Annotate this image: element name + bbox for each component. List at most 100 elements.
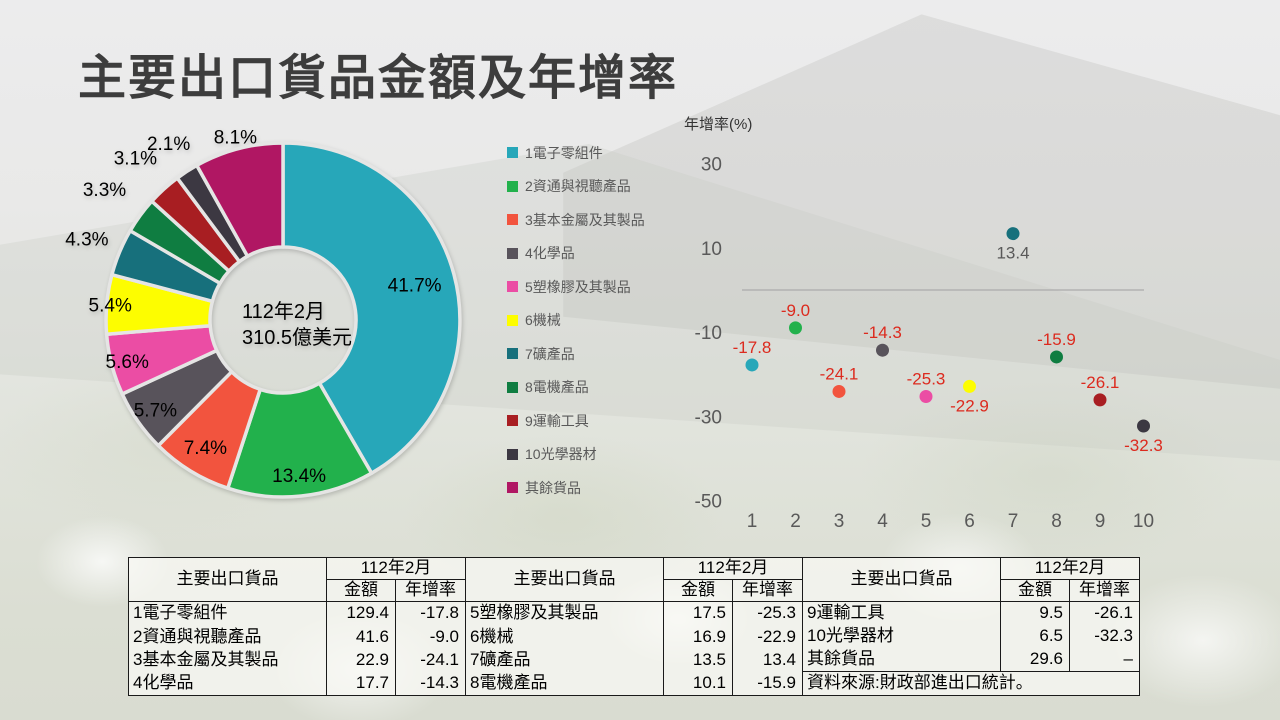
donut-slice-percent-label: 5.7% [134, 400, 177, 421]
scatter-point-label: 13.4 [996, 244, 1029, 263]
table-cell-amount: 29.6 [1000, 648, 1070, 672]
legend-label: 4化學品 [525, 245, 575, 262]
scatter-point-label: -9.0 [781, 301, 810, 320]
legend-item-3: 3基本金屬及其製品 [507, 203, 677, 237]
table-cell-growth: -24.1 [395, 648, 466, 672]
table-header-growth: 年增率 [395, 579, 466, 602]
chart-legend: 1電子零組件 2資通與視聽產品 3基本金屬及其製品 4化學品 5塑橡膠及其製品 6機械 7礦… [507, 136, 677, 505]
legend-swatch-icon [507, 214, 518, 226]
scatter-point-label: -32.3 [1124, 436, 1163, 455]
x-axis-tick: 1 [747, 511, 758, 532]
table-row: 3基本金屬及其製品 22.9 -24.1 [128, 648, 466, 672]
table-header-growth: 年增率 [1069, 579, 1140, 602]
legend-label: 7礦產品 [525, 345, 575, 362]
legend-item-8: 8電機產品 [507, 371, 677, 405]
legend-item-6: 6機械 [507, 304, 677, 338]
y-axis-tick: -30 [695, 407, 722, 428]
donut-slice-percent-label: 8.1% [214, 128, 257, 149]
y-axis-tick: -50 [695, 492, 722, 513]
scatter-chart: 年增率(%) 30 10 -10 -30 -50 1 2 3 4 5 6 7 8 9 10 -17.8 -9.0 -… [684, 116, 1163, 532]
table-cell-product: 7礦產品 [465, 648, 664, 672]
table-header-period: 112年2月 [1000, 557, 1140, 580]
table-cell-amount: 129.4 [326, 601, 396, 626]
x-axis-tick: 8 [1051, 511, 1062, 532]
donut-center-total: 310.5億美元 [242, 326, 352, 349]
table-header-amount: 金額 [326, 579, 396, 602]
scatter-point-3 [832, 384, 846, 398]
table-cell-product: 2資通與視聽產品 [128, 625, 327, 649]
legend-label: 9運輸工具 [525, 412, 589, 429]
legend-swatch-icon [507, 180, 518, 192]
x-axis-tick: 6 [964, 511, 975, 532]
scatter-point-9 [1093, 393, 1107, 407]
table-cell-growth: -15.9 [732, 671, 803, 696]
table-cell-product: 6機械 [465, 625, 664, 649]
table-cell-growth: -9.0 [395, 625, 466, 649]
x-axis-tick: 2 [790, 511, 801, 532]
data-tables: 主要出口貨品 112年2月 金額 年增率 1電子零組件 129.4 -17.8 2資通與視聽產… [128, 557, 1140, 696]
donut-slice-percent-label: 3.3% [83, 180, 126, 201]
legend-item-2: 2資通與視聽產品 [507, 170, 677, 204]
scatter-point-8 [1050, 350, 1063, 364]
table-row: 4化學品 17.7 -14.3 [128, 671, 466, 696]
table-row: 10光學器材 6.5 -32.3 [802, 625, 1140, 648]
legend-item-11: 其餘貨品 [507, 471, 677, 505]
scatter-point-5 [919, 390, 933, 404]
table-cell-product: 4化學品 [128, 671, 327, 696]
scatter-point-10 [1137, 419, 1150, 433]
y-axis-tick: 10 [701, 239, 722, 260]
legend-swatch-icon [507, 247, 518, 259]
scatter-point-label: -26.1 [1081, 373, 1120, 392]
legend-item-10: 10光學器材 [507, 438, 677, 472]
legend-label: 其餘貨品 [525, 479, 581, 496]
table-cell-amount: 22.9 [326, 648, 396, 672]
table-header-amount: 金額 [663, 579, 733, 602]
table-row: 其餘貨品 29.6– [802, 648, 1140, 672]
scatter-point-2 [789, 321, 802, 335]
table-row: 8電機產品 10.1 -15.9 [465, 671, 803, 696]
x-axis-tick: 10 [1133, 511, 1154, 532]
export-table-2: 主要出口貨品 112年2月 金額 年增率 5塑橡膠及其製品 17.5 -25.3 6機械 16.… [465, 557, 803, 696]
scatter-point-label: -25.3 [907, 370, 946, 389]
table-row: 6機械 16.9 -22.9 [465, 625, 803, 649]
scatter-point-label: -17.8 [733, 338, 772, 357]
x-axis-tick: 5 [921, 511, 932, 532]
y-axis-tick: -10 [695, 323, 722, 344]
y-axis-title: 年增率(%) [684, 116, 752, 133]
slide-title: 主要出口貨品金額及年增率 [78, 52, 679, 105]
x-axis-tick: 7 [1008, 511, 1019, 532]
donut-chart: 41.7% 13.4% 7.4% 5.7% 5.6% 5.4% 4.3% 3.3% 3.1%2.… [65, 128, 462, 499]
table-cell-growth: -22.9 [732, 625, 803, 649]
legend-swatch-icon [507, 381, 518, 393]
scatter-point-label: -22.9 [950, 396, 989, 415]
legend-label: 2資通與視聽產品 [525, 178, 631, 195]
table-cell-product: 3基本金屬及其製品 [128, 648, 327, 672]
table-cell-amount: 16.9 [663, 625, 733, 649]
table-header-period: 112年2月 [663, 557, 803, 580]
scatter-point-label: -14.3 [863, 323, 902, 342]
export-table-1: 主要出口貨品 112年2月 金額 年增率 1電子零組件 129.4 -17.8 2資通與視聽產… [128, 557, 466, 696]
legend-label: 5塑橡膠及其製品 [525, 278, 631, 295]
table-cell-growth: -17.8 [395, 601, 466, 626]
legend-label: 10光學器材 [525, 446, 597, 463]
donut-slice-percent-label: 2.1% [147, 134, 190, 155]
legend-swatch-icon [507, 147, 518, 159]
legend-label: 6機械 [525, 312, 561, 329]
table-row: 2資通與視聽產品 41.6 -9.0 [128, 625, 466, 649]
legend-swatch-icon [507, 448, 518, 460]
legend-swatch-icon [507, 281, 518, 293]
table-cell-amount: 6.5 [1000, 625, 1070, 648]
donut-slice-2 [226, 381, 374, 499]
donut-slice-percent-label: 5.6% [106, 352, 149, 373]
legend-item-7: 7礦產品 [507, 337, 677, 371]
legend-swatch-icon [507, 482, 518, 494]
donut-slice-percent-label: 3.1% [114, 149, 157, 170]
table-header-period: 112年2月 [326, 557, 466, 580]
scatter-point-6 [963, 379, 976, 393]
donut-slice-percent-label: 41.7% [388, 276, 442, 297]
table-cell-amount: 17.5 [663, 601, 733, 626]
table-cell-product: 其餘貨品 [802, 648, 1001, 672]
donut-slice-percent-label: 13.4% [272, 466, 326, 487]
table-cell-growth: -25.3 [732, 601, 803, 626]
